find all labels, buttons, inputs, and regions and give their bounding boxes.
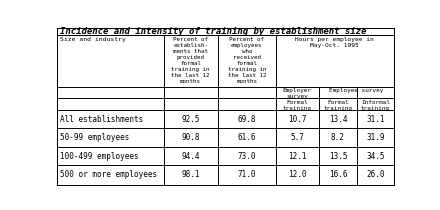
Text: 12.0: 12.0 [288, 170, 306, 179]
Text: 100-499 employees: 100-499 employees [60, 152, 138, 161]
Text: 98.1: 98.1 [181, 170, 200, 179]
Text: 50-99 employees: 50-99 employees [60, 133, 129, 142]
Text: Percent of
establish-
ments that
provided
formal
training in
the last 12
months: Percent of establish- ments that provide… [171, 37, 210, 84]
Text: 71.0: 71.0 [238, 170, 256, 179]
Text: 13.5: 13.5 [329, 152, 347, 161]
Text: 31.1: 31.1 [366, 115, 385, 124]
Text: 31.9: 31.9 [366, 133, 385, 142]
Text: 90.8: 90.8 [181, 133, 200, 142]
Text: Informal
training: Informal training [361, 100, 390, 111]
Text: 5.7: 5.7 [290, 133, 304, 142]
Text: 13.4: 13.4 [329, 115, 347, 124]
Text: Formal
training: Formal training [323, 100, 352, 111]
Text: 94.4: 94.4 [181, 152, 200, 161]
Text: 500 or more employees: 500 or more employees [60, 170, 157, 179]
Text: 12.1: 12.1 [288, 152, 306, 161]
Text: Percent of
employees
who
received
formal
training in
the last 12
months: Percent of employees who received formal… [227, 37, 266, 84]
Text: 10.7: 10.7 [288, 115, 306, 124]
Text: 34.5: 34.5 [366, 152, 385, 161]
Text: Hours per employee in
May-Oct. 1995: Hours per employee in May-Oct. 1995 [295, 37, 374, 48]
Text: 26.0: 26.0 [366, 170, 385, 179]
Text: Formal
training: Formal training [282, 100, 312, 111]
Text: 8.2: 8.2 [331, 133, 345, 142]
Text: 16.6: 16.6 [329, 170, 347, 179]
Text: Employee survey: Employee survey [329, 88, 383, 93]
Text: All establishments: All establishments [60, 115, 143, 124]
Bar [57, 28, 394, 35]
Text: 61.6: 61.6 [238, 133, 256, 142]
Text: 69.8: 69.8 [238, 115, 256, 124]
Text: 92.5: 92.5 [181, 115, 200, 124]
Text: Employer
survey: Employer survey [282, 88, 312, 99]
Text: 73.0: 73.0 [238, 152, 256, 161]
Text: Incidence and intensity of training by establishment size: Incidence and intensity of training by e… [60, 27, 367, 36]
Text: Size and industry: Size and industry [60, 37, 125, 42]
